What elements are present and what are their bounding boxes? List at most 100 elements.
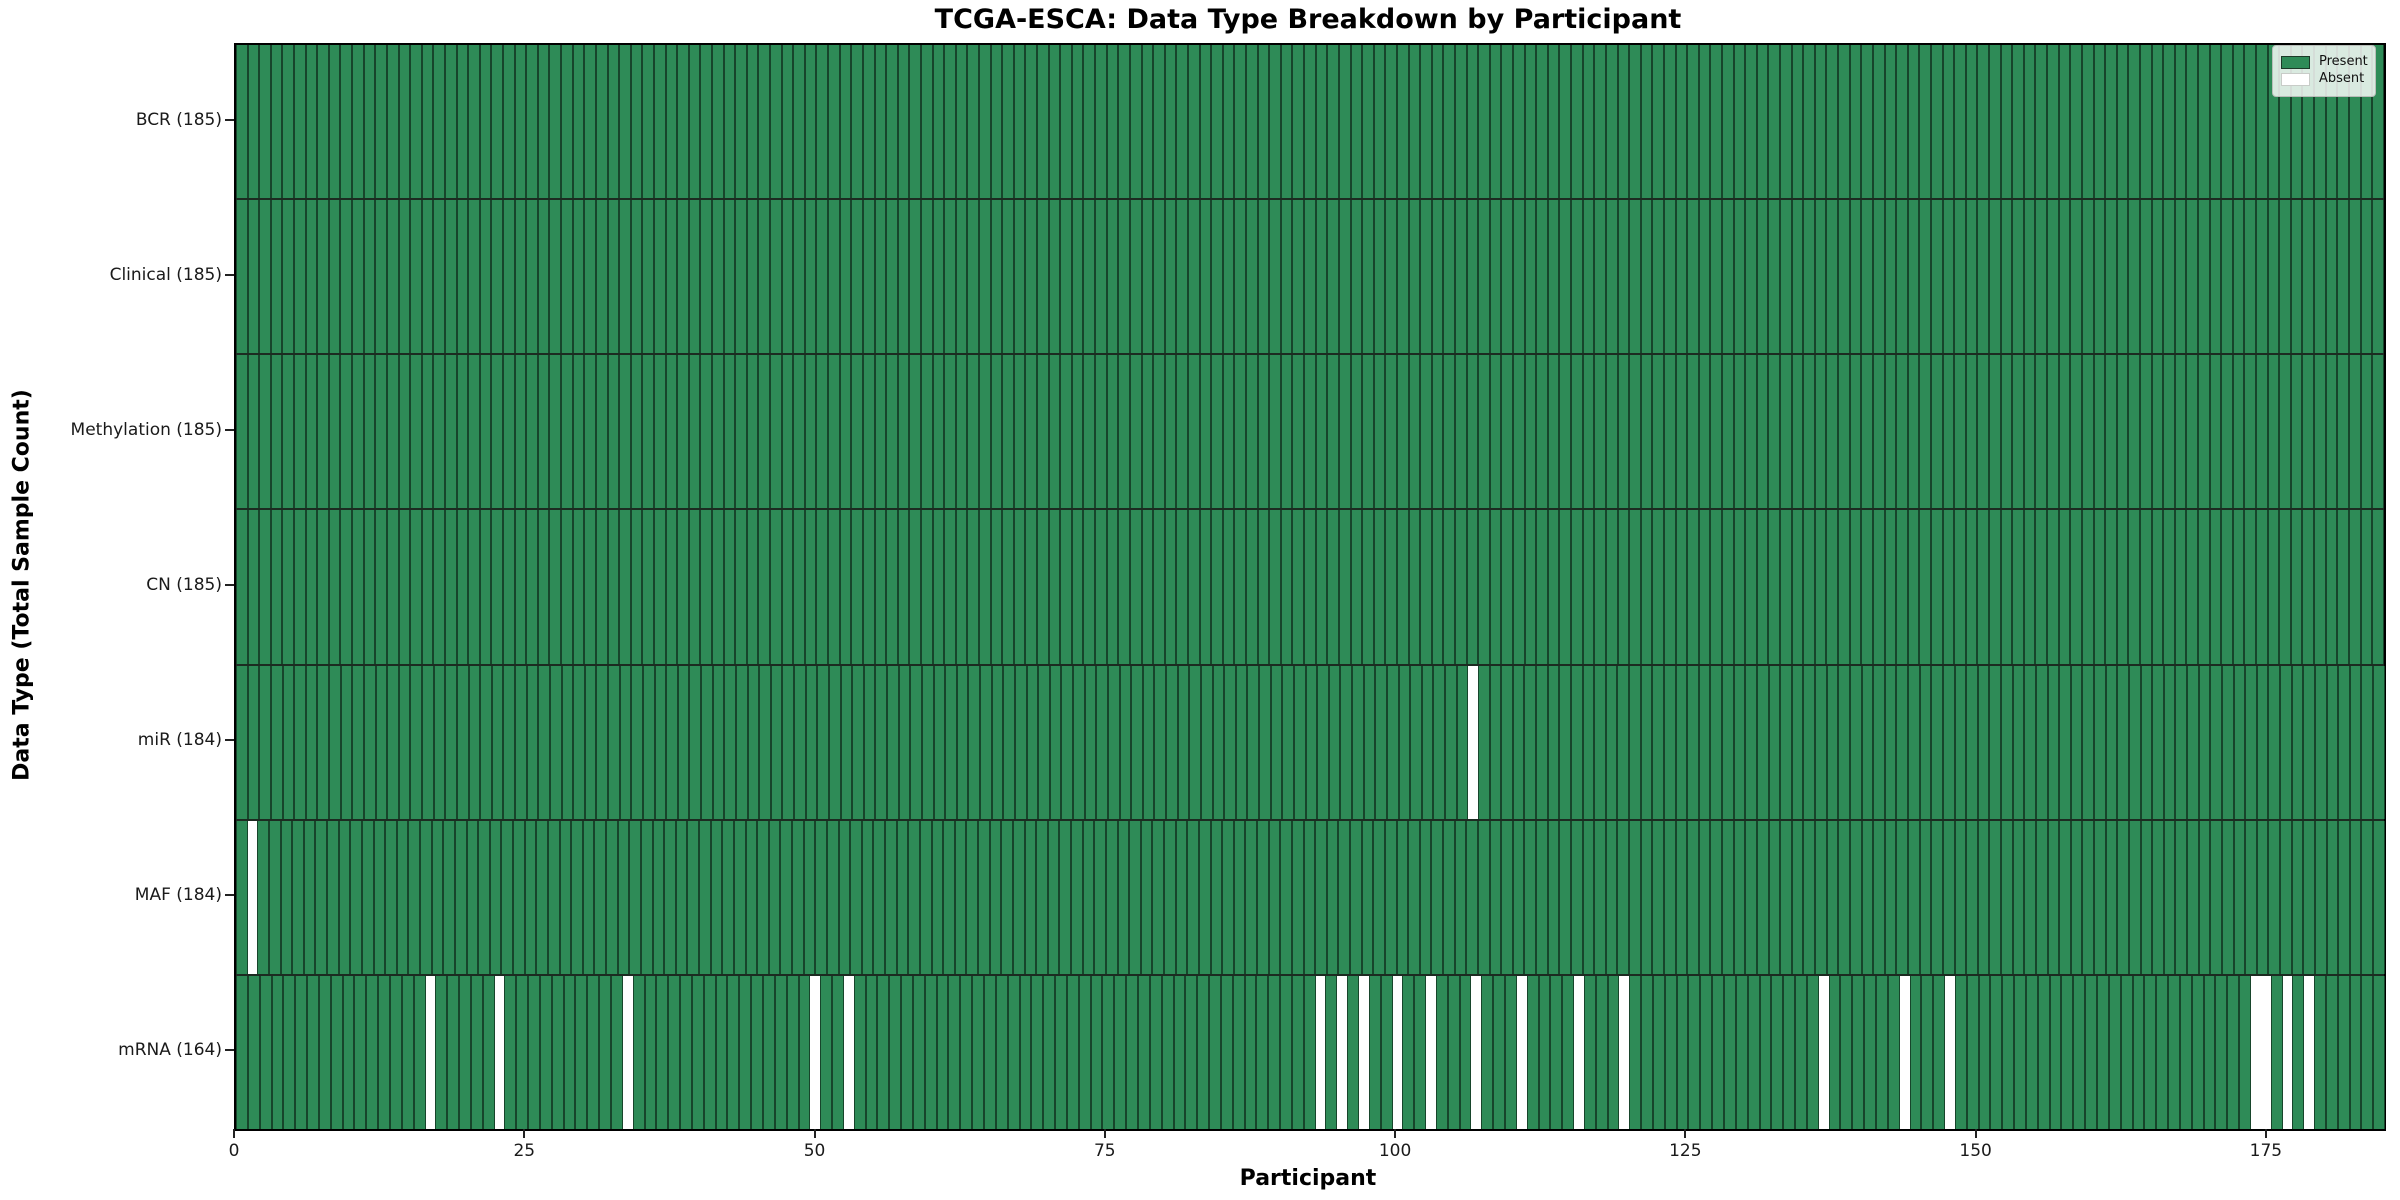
heatmap-cell: [352, 45, 364, 199]
heatmap-cell: [294, 355, 306, 509]
heatmap-cell: [1745, 510, 1757, 664]
heatmap-cell: [990, 510, 1003, 664]
heatmap-cell: [1791, 820, 1804, 974]
heatmap-cell: [456, 355, 469, 509]
heatmap-cell: [1350, 355, 1363, 509]
heatmap-cell: [1640, 665, 1653, 819]
heatmap-cell: [305, 665, 318, 819]
heatmap-cell: [1722, 665, 1734, 819]
heatmap-cell: [2325, 975, 2338, 1129]
heatmap-cell: [1002, 355, 1014, 509]
heatmap-cell: [735, 355, 747, 509]
heatmap-cell: [385, 820, 397, 974]
heatmap-cell: [236, 820, 248, 974]
heatmap-cell: [1361, 820, 1374, 974]
heatmap-cell: [665, 510, 678, 664]
heatmap-cell: [1141, 200, 1154, 354]
heatmap-cell: [804, 200, 817, 354]
heatmap-cell: [401, 975, 414, 1129]
heatmap-cell: [724, 665, 736, 819]
heatmap-cell: [2372, 200, 2384, 354]
heatmap-cell: [1899, 975, 1910, 1129]
heatmap-cell: [1291, 820, 1304, 974]
heatmap-cell: [1814, 45, 1827, 199]
heatmap-cell: [1340, 665, 1352, 819]
heatmap-cell: [932, 200, 945, 354]
heatmap-cell: [1722, 510, 1734, 664]
heatmap-cell: [689, 665, 701, 819]
heatmap-cell: [1119, 665, 1132, 819]
heatmap-cell: [1129, 510, 1142, 664]
heatmap-cell: [1426, 975, 1436, 1129]
heatmap-cell: [2256, 665, 2269, 819]
heatmap-cell: [653, 510, 666, 664]
heatmap-cell: [1687, 665, 1699, 819]
heatmap-cell: [528, 975, 540, 1129]
heatmap-cell: [1338, 200, 1351, 354]
heatmap-cell: [280, 820, 293, 974]
heatmap-cell: [537, 510, 550, 664]
heatmap-cell: [1931, 820, 1943, 974]
heatmap-cell: [2250, 975, 2261, 1129]
heatmap-cell: [1352, 665, 1364, 819]
heatmap-cell: [1362, 510, 1374, 664]
heatmap-cell: [817, 665, 829, 819]
heatmap-cell: [1257, 45, 1270, 199]
heatmap-cell: [1304, 200, 1316, 354]
heatmap-cell: [1106, 510, 1119, 664]
heatmap-cell: [1780, 200, 1792, 354]
heatmap-cell: [1872, 45, 1885, 199]
heatmap-cell: [1745, 45, 1757, 199]
heatmap-cell: [1595, 975, 1608, 1129]
heatmap-cell: [2279, 200, 2291, 354]
heatmap-cell: [2290, 200, 2303, 354]
heatmap-cell: [1164, 45, 1177, 199]
heatmap-cell: [571, 820, 583, 974]
heatmap-cell: [1447, 975, 1460, 1129]
heatmap-cell: [1059, 820, 1071, 974]
heatmap-cell: [1759, 975, 1772, 1129]
heatmap-cell: [909, 355, 921, 509]
heatmap-cell: [2244, 510, 2257, 664]
heatmap-cell: [1722, 355, 1734, 509]
heatmap-cell: [595, 200, 608, 354]
heatmap-cell: [375, 355, 387, 509]
heatmap-cell: [2058, 45, 2071, 199]
heatmap-cell: [408, 820, 420, 974]
heatmap-cell: [270, 355, 283, 509]
heatmap-cell: [1280, 510, 1293, 664]
heatmap-cell: [863, 665, 876, 819]
heatmap-cell: [1942, 820, 1955, 974]
heatmap-cell: [966, 820, 978, 974]
heatmap-cell: [1282, 665, 1294, 819]
heatmap-cell: [1338, 355, 1351, 509]
heatmap-cell: [897, 200, 910, 354]
heatmap-cell: [1212, 665, 1225, 819]
heatmap-cell: [2209, 200, 2222, 354]
heatmap-cell: [1526, 975, 1539, 1129]
heatmap-cell: [1605, 355, 1618, 509]
heatmap-cell: [815, 820, 827, 974]
heatmap-cell: [1338, 45, 1351, 199]
heatmap-cell: [1942, 200, 1955, 354]
heatmap-cell: [2163, 355, 2175, 509]
heatmap-cell: [375, 200, 387, 354]
heatmap-cell: [664, 820, 676, 974]
heatmap-cell: [1268, 975, 1281, 1129]
heatmap-cell: [2058, 355, 2071, 509]
heatmap-cell: [2244, 200, 2257, 354]
heatmap-cell: [1640, 355, 1653, 509]
heatmap-cell: [1478, 200, 1490, 354]
x-axis-label: Participant: [1239, 1166, 1377, 1191]
heatmap-cell: [1060, 510, 1072, 664]
heatmap-cell: [2187, 665, 2199, 819]
heatmap-row-Clinical: [236, 200, 2384, 356]
heatmap-cell: [2058, 200, 2071, 354]
heatmap-cell: [762, 975, 775, 1129]
heatmap-cell: [1942, 665, 1955, 819]
heatmap-cell: [1481, 975, 1494, 1129]
heatmap-cell: [665, 45, 678, 199]
heatmap-cell: [2314, 45, 2326, 199]
heatmap-cell: [305, 355, 318, 509]
heatmap-cell: [1675, 200, 1688, 354]
